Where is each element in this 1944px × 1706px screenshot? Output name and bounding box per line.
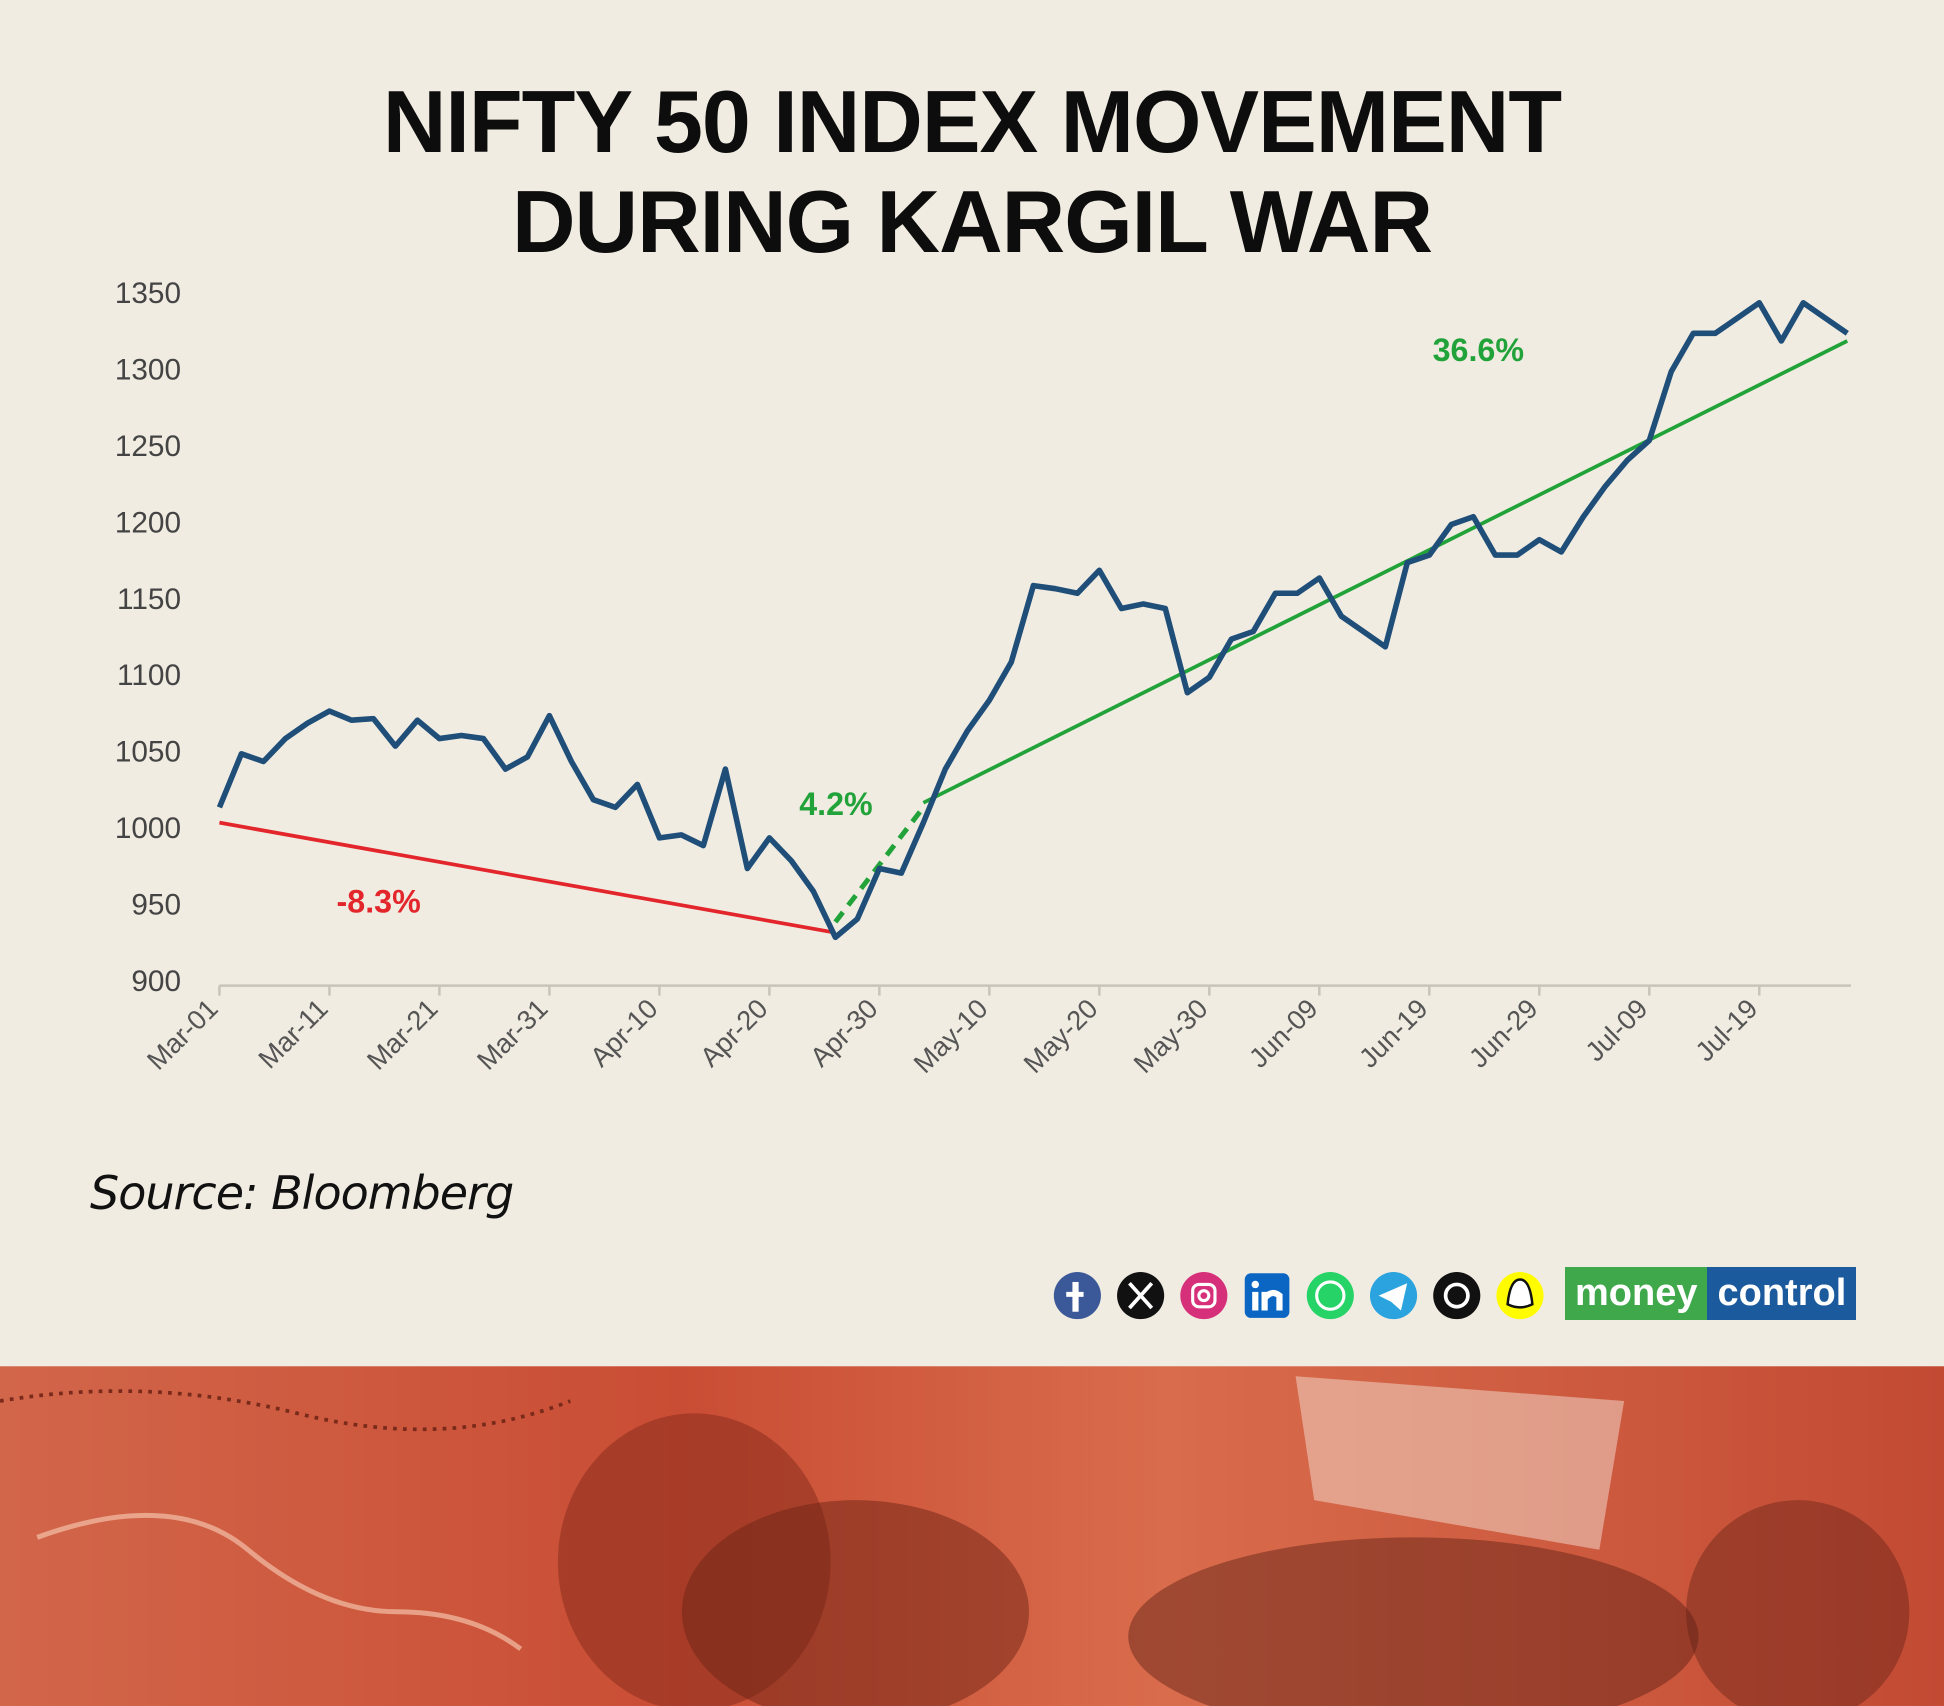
x-tick-label: May-30 — [1127, 993, 1213, 1079]
brand-part1: money — [1565, 1267, 1708, 1320]
social-icons — [1053, 1272, 1544, 1320]
x-tick-label: Apr-30 — [804, 993, 884, 1073]
x-tick-label: Jun-19 — [1353, 993, 1434, 1074]
trend-line — [833, 805, 926, 924]
x-tick-label: Jul-19 — [1689, 993, 1763, 1067]
x-tick-label: Mar-21 — [361, 993, 444, 1076]
y-tick-label: 1000 — [115, 812, 181, 845]
y-tick-label: 1100 — [117, 659, 181, 692]
y-tick-label: 1200 — [115, 506, 181, 539]
banner-image — [0, 1366, 1944, 1706]
y-tick-label: 1150 — [117, 583, 181, 616]
x-tick-label: Jul-09 — [1579, 993, 1653, 1067]
y-tick-label: 1050 — [115, 736, 181, 769]
trend-line — [922, 339, 1849, 805]
y-tick-label: 950 — [131, 889, 181, 922]
trend-label: 36.6% — [1433, 332, 1524, 368]
y-tick-label: 1300 — [115, 353, 181, 386]
y-tick-label: 900 — [131, 965, 181, 998]
x-tick-label: Jun-29 — [1463, 993, 1544, 1074]
chart-title: NIFTY 50 INDEX MOVEMENT DURING KARGIL WA… — [382, 72, 1562, 271]
y-tick-label: 1250 — [115, 430, 181, 463]
x-tick-label: Mar-01 — [141, 993, 224, 1076]
x-tick-label: Mar-11 — [252, 993, 334, 1075]
brand-logo: money control — [1565, 1267, 1857, 1320]
x-tick-label: Apr-10 — [584, 993, 664, 1073]
trend-label: -8.3% — [337, 883, 421, 919]
y-tick-label: 1350 — [115, 277, 181, 310]
x-tick-label: May-20 — [1017, 993, 1103, 1079]
brand-part2: control — [1707, 1267, 1857, 1320]
trend-line — [219, 820, 836, 935]
trend-label: 4.2% — [799, 786, 872, 822]
data-line — [216, 299, 1849, 941]
x-tick-label: Mar-31 — [471, 993, 554, 1076]
x-tick-label: May-10 — [907, 993, 993, 1079]
x-tick-label: Jun-09 — [1243, 993, 1324, 1074]
source-note: Source: Bloomberg — [90, 1166, 514, 1220]
x-tick-label: Apr-20 — [694, 993, 774, 1073]
plot-area: 900 950 1000 1050 1100 1150 1200 1250 1300 1350 Ma… — [115, 277, 1851, 1079]
